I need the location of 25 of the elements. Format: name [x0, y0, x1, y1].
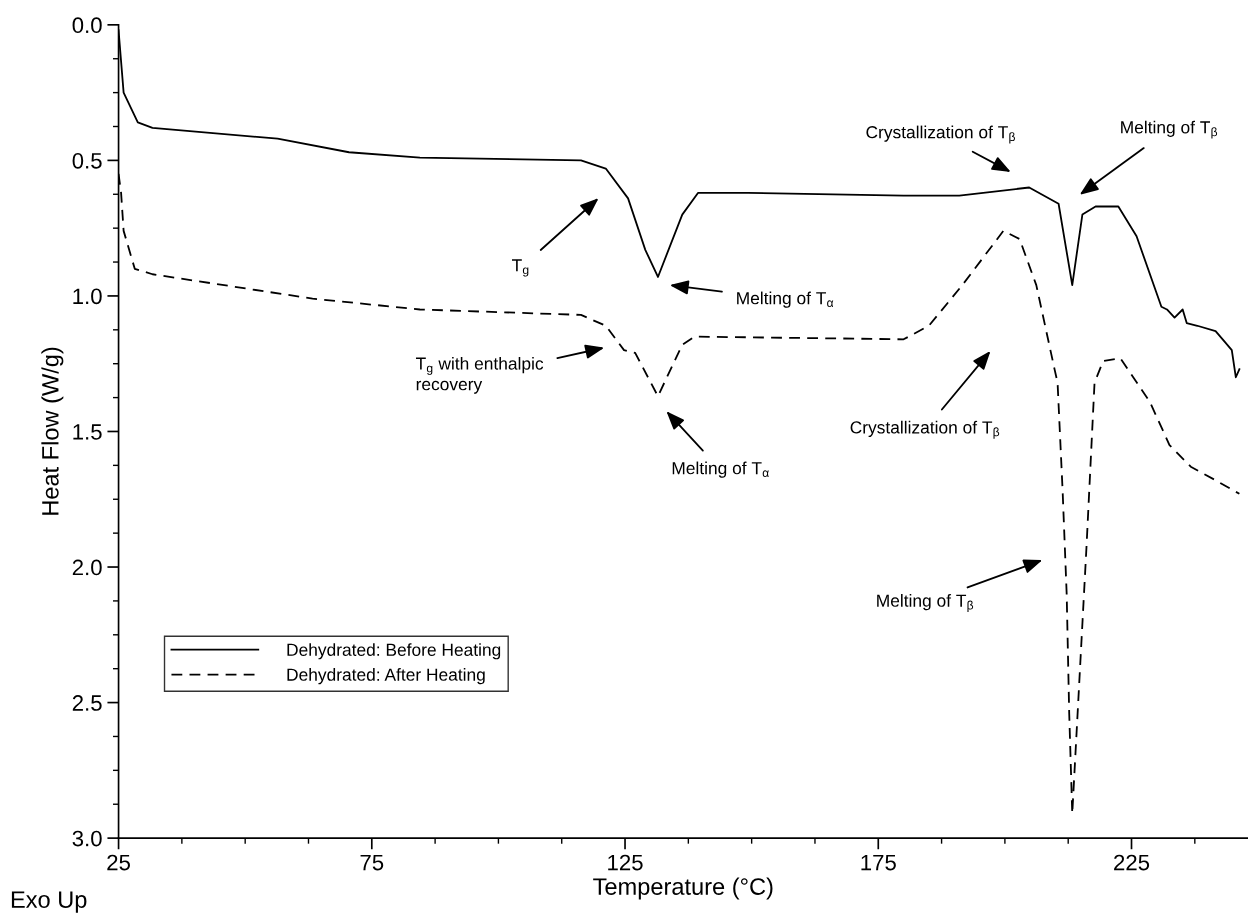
y-tick-label: 1.0: [73, 288, 102, 305]
x-tick-label: 175: [861, 854, 896, 871]
x-axis-title: Temperature (°C): [593, 877, 773, 900]
annotation: Melting of T$_{β}$: [1121, 120, 1218, 139]
x-tick-label: 225: [1114, 854, 1150, 871]
annotation: Crystallization of T$_{β}$: [850, 420, 1000, 439]
x-tick-label: 25: [107, 854, 130, 871]
y-axis-title: Heat Flow (W/g): [41, 347, 64, 515]
annotation: Melting of T$_{β}$: [877, 594, 974, 612]
x-tick-label: 75: [360, 854, 384, 871]
y-tick-label: 2.5: [72, 695, 102, 711]
y-tick-label: 1.5: [73, 424, 102, 440]
y-tick-label: 0.0: [72, 17, 102, 34]
annotation: T$_{g}$: [512, 259, 529, 277]
annotation: Melting of T$_{α}$: [672, 461, 769, 478]
y-tick-label: 0.5: [72, 152, 102, 169]
legend-label: Dehydrated: After Heating: [287, 668, 485, 685]
annotation: Melting of T$_{α}$: [737, 291, 834, 308]
x-tick-label: 125: [608, 854, 643, 871]
y-tick-label: 2.0: [72, 559, 102, 576]
annotation: Crystallization of T$_{β}$: [866, 125, 1015, 144]
text: Exo Up: [11, 891, 87, 913]
y-tick-label: 3.0: [72, 830, 102, 847]
annotation: T$_{g}$ with enthalpic recovery: [415, 356, 544, 394]
legend-label: Dehydrated: Before Heating: [287, 643, 501, 660]
